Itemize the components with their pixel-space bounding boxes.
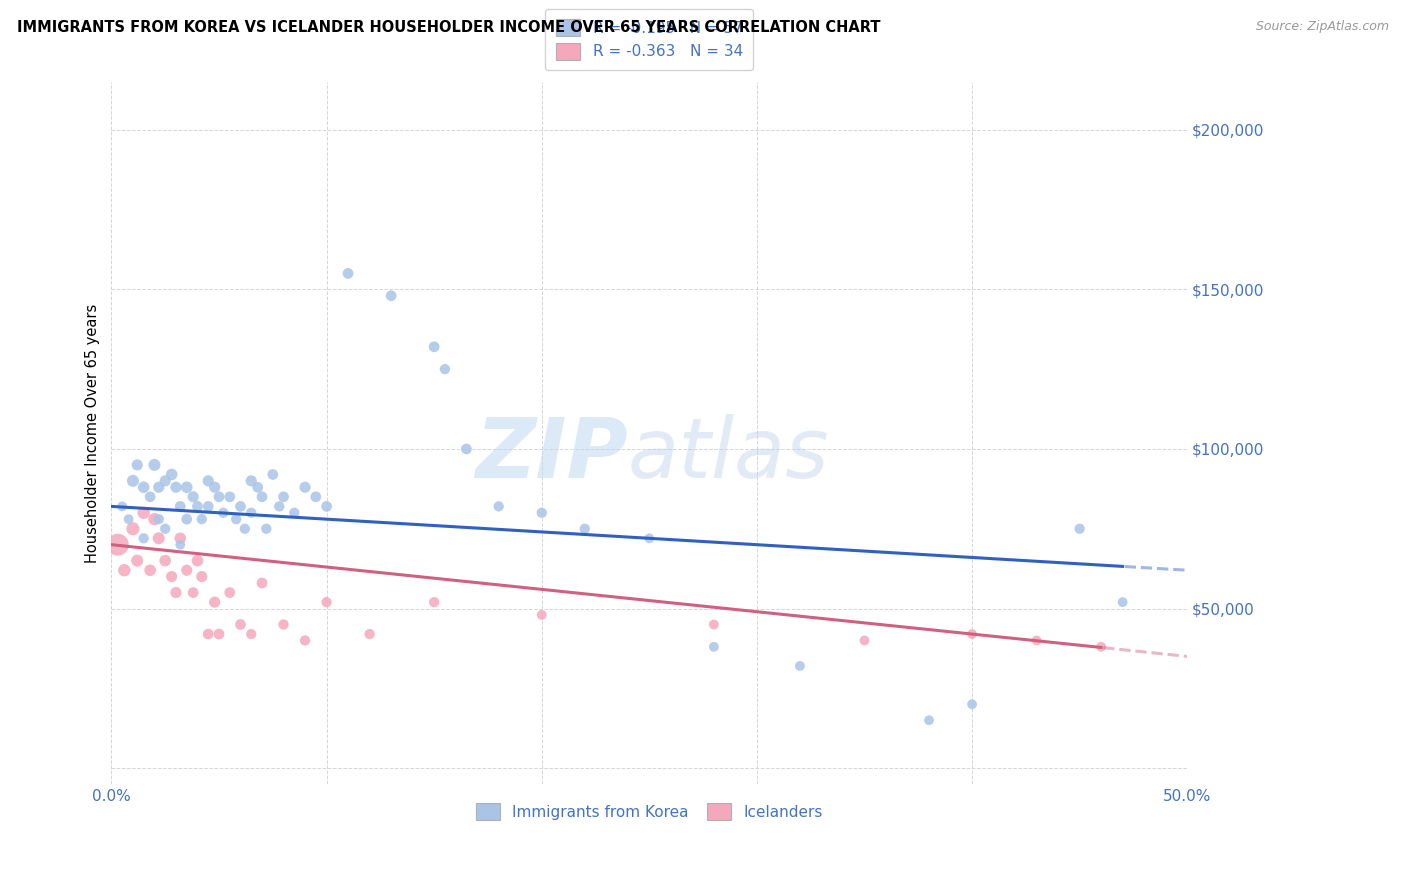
Point: [240, 627, 263, 641]
Point: [160, 569, 183, 583]
Point: [112, 563, 135, 577]
Point: [960, 698, 983, 712]
Point: [359, 627, 381, 641]
Point: [423, 340, 446, 354]
Point: [305, 490, 328, 504]
Point: [132, 506, 155, 520]
Point: [197, 474, 219, 488]
Point: [433, 362, 456, 376]
Point: [132, 480, 155, 494]
Point: [197, 500, 219, 514]
Point: [208, 490, 231, 504]
Text: Source: ZipAtlas.com: Source: ZipAtlas.com: [1256, 20, 1389, 33]
Point: [269, 500, 291, 514]
Text: IMMIGRANTS FROM KOREA VS ICELANDER HOUSEHOLDER INCOME OVER 65 YEARS CORRELATION : IMMIGRANTS FROM KOREA VS ICELANDER HOUSE…: [17, 20, 880, 35]
Point: [1111, 595, 1133, 609]
Point: [1025, 633, 1047, 648]
Point: [337, 267, 360, 281]
Point: [191, 512, 214, 526]
Point: [225, 512, 247, 526]
Point: [111, 500, 134, 514]
Text: ZIP: ZIP: [475, 414, 628, 494]
Point: [218, 585, 240, 599]
Point: [143, 512, 166, 526]
Point: [273, 490, 295, 504]
Point: [250, 576, 273, 591]
Point: [153, 474, 176, 488]
Point: [456, 442, 478, 456]
Point: [789, 659, 811, 673]
Legend: Immigrants from Korea, Icelanders: Immigrants from Korea, Icelanders: [467, 794, 832, 829]
Point: [380, 289, 402, 303]
Point: [176, 512, 198, 526]
Point: [148, 480, 170, 494]
Point: [191, 569, 214, 583]
Point: [246, 480, 269, 494]
Point: [315, 500, 337, 514]
Point: [530, 607, 553, 622]
Point: [148, 531, 170, 545]
Point: [423, 595, 446, 609]
Point: [212, 506, 235, 520]
Point: [530, 506, 553, 520]
Point: [488, 500, 510, 514]
Point: [153, 554, 176, 568]
Point: [197, 627, 219, 641]
Point: [204, 480, 226, 494]
Point: [233, 522, 256, 536]
Point: [294, 480, 316, 494]
Point: [176, 480, 198, 494]
Point: [160, 467, 183, 482]
Point: [1069, 522, 1091, 536]
Point: [148, 512, 170, 526]
Point: [132, 531, 155, 545]
Point: [703, 617, 725, 632]
Point: [139, 563, 162, 577]
Point: [176, 563, 198, 577]
Point: [143, 458, 166, 472]
Point: [918, 713, 941, 727]
Point: [208, 627, 231, 641]
Point: [703, 640, 725, 654]
Point: [294, 633, 316, 648]
Point: [122, 474, 145, 488]
Text: atlas: atlas: [628, 414, 830, 494]
Point: [283, 506, 305, 520]
Point: [273, 617, 295, 632]
Point: [186, 500, 208, 514]
Point: [153, 522, 176, 536]
Point: [638, 531, 661, 545]
Point: [960, 627, 983, 641]
Point: [165, 480, 187, 494]
Point: [127, 458, 149, 472]
Point: [107, 538, 129, 552]
Point: [169, 531, 191, 545]
Point: [169, 538, 191, 552]
Point: [186, 554, 208, 568]
Point: [574, 522, 596, 536]
Point: [181, 585, 204, 599]
Point: [262, 467, 284, 482]
Point: [250, 490, 273, 504]
Point: [229, 500, 252, 514]
Point: [315, 595, 337, 609]
Point: [254, 522, 277, 536]
Point: [204, 595, 226, 609]
Point: [853, 633, 876, 648]
Point: [117, 512, 139, 526]
Point: [1090, 640, 1112, 654]
Point: [165, 585, 187, 599]
Point: [240, 474, 263, 488]
Y-axis label: Householder Income Over 65 years: Householder Income Over 65 years: [86, 303, 100, 563]
Point: [240, 506, 263, 520]
Point: [169, 500, 191, 514]
Point: [127, 554, 149, 568]
Point: [139, 490, 162, 504]
Point: [229, 617, 252, 632]
Point: [181, 490, 204, 504]
Point: [122, 522, 145, 536]
Point: [218, 490, 240, 504]
